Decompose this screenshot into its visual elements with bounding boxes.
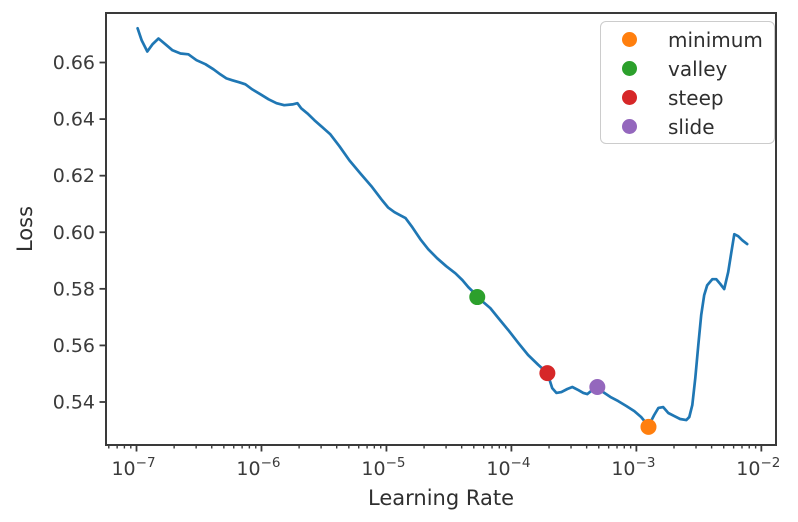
legend: minimum valley steep slide [600,21,775,144]
svg-text:10−2: 10−2 [736,455,780,480]
legend-label-steep: steep [668,85,724,110]
legend-item-slide: slide [601,114,774,140]
svg-text:0.62: 0.62 [53,165,95,187]
legend-label-valley: valley [668,56,728,81]
x-axis-label: Learning Rate [368,486,514,510]
minimum-marker-icon [622,32,637,47]
svg-text:0.56: 0.56 [53,335,95,357]
svg-text:0.66: 0.66 [53,52,95,74]
valley-marker-icon [622,61,637,76]
svg-text:0.54: 0.54 [53,391,95,413]
legend-item-valley: valley [601,56,774,82]
slide-marker-icon [622,119,637,134]
svg-text:10−7: 10−7 [111,455,155,480]
steep-marker-icon [622,90,637,105]
svg-text:10−6: 10−6 [236,455,280,480]
y-axis-label: Loss [13,205,37,253]
svg-text:10−4: 10−4 [486,455,530,480]
legend-label-minimum: minimum [668,27,763,52]
legend-item-steep: steep [601,85,774,111]
svg-text:10−3: 10−3 [611,455,655,480]
legend-label-slide: slide [668,114,715,139]
legend-item-minimum: minimum [601,27,774,53]
svg-text:0.60: 0.60 [53,222,95,244]
svg-text:0.58: 0.58 [53,278,95,300]
svg-text:10−5: 10−5 [361,455,405,480]
svg-text:0.64: 0.64 [53,109,95,131]
